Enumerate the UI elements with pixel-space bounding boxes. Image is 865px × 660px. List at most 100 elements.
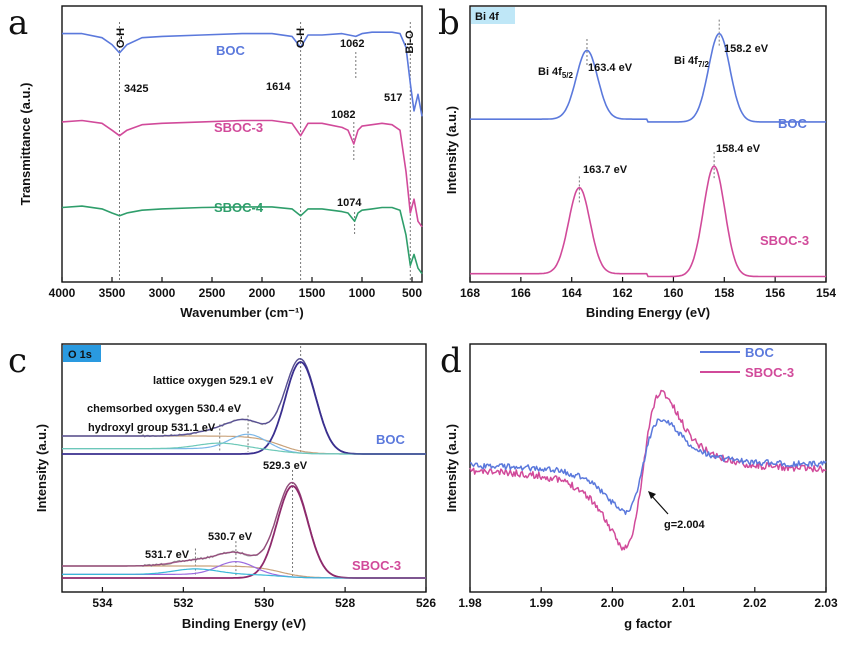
peak-label-1062: 1062	[340, 38, 364, 50]
panel-d-x-ticks: 1.98 1.99 2.00 2.01 2.02 2.03	[458, 587, 838, 610]
panel-d-y-title: Intensity (a.u.)	[444, 424, 459, 512]
panel-a-x-tick-label: 3500	[99, 286, 126, 300]
sboc-529-label: 529.3 eV	[263, 460, 308, 472]
g-factor-arrow	[649, 493, 669, 515]
panel-a-x-tick-label: 4000	[49, 286, 76, 300]
panel-c-envelope-sboc3	[62, 481, 426, 579]
panel-a-band-guides	[119, 22, 411, 282]
panel-b-x-tick-label: 154	[816, 286, 836, 300]
panel-b-badge	[471, 7, 515, 24]
sboc-530-label: 530.7 eV	[208, 531, 253, 543]
boc-peak1-label: 163.4 eV	[588, 62, 633, 74]
panel-c-x-tick-label: 530	[254, 596, 274, 610]
panel-c-frame	[61, 343, 427, 593]
panel-b-peak-guides	[578, 19, 720, 203]
peak-label-1074: 1074	[337, 197, 362, 209]
panel-c-x-title: Binding Energy (eV)	[182, 616, 306, 631]
panel-b-frame	[469, 5, 827, 283]
peak-label-1614: 1614	[266, 81, 291, 93]
bi4f72-main: Bi 4f	[674, 55, 698, 67]
panel-c-x-tick-label: 532	[173, 596, 193, 610]
panel-a-series	[61, 31, 423, 275]
panel-d-line-boc	[469, 418, 827, 516]
chemsorbed-oxygen-label: chemsorbed oxygen 530.4 eV	[87, 403, 242, 415]
panel-a-x-tick-label: 3000	[149, 286, 176, 300]
peak-label-3425: 3425	[124, 83, 148, 95]
series-label-boc-a: BOC	[216, 43, 246, 58]
panel-b-x-tick-label: 156	[765, 286, 785, 300]
sboc-peak2-label: 158.4 eV	[716, 143, 761, 155]
peak-label-517: 517	[384, 92, 402, 104]
panel-d-line-sboc3	[469, 389, 827, 551]
panel-a-x-tick-label: 500	[402, 286, 422, 300]
panel-a-x-tick-label: 1000	[349, 286, 376, 300]
band-label-bio: Bi-O	[404, 30, 416, 54]
panel-b-x-tick-label: 168	[460, 286, 480, 300]
panel-d-x-tick-label: 2.03	[814, 596, 838, 610]
panel-a-x-tick-label: 1500	[299, 286, 326, 300]
panel-b-letter: b	[438, 3, 460, 43]
panel-b-x-tick-label: 166	[511, 286, 531, 300]
panel-d-x-tick-label: 2.00	[601, 596, 625, 610]
peak-label-1082: 1082	[331, 109, 355, 121]
band-label-oh-2: O-H	[295, 28, 307, 48]
panel-d-x-tick-label: 2.01	[672, 596, 696, 610]
panel-c-x-tick-label: 534	[92, 596, 112, 610]
hydroxyl-group-label: hydroxyl group 531.1 eV	[88, 422, 216, 434]
panel-c-badge-text: O 1s	[68, 349, 92, 361]
panel-b-x-ticks: 168 166 164 162 160 158 156 154	[460, 277, 836, 300]
panel-a-line-sboc-4	[61, 205, 423, 275]
bi4f52-label: Bi 4f5/2	[538, 66, 574, 80]
panel-c-letter: c	[8, 341, 27, 381]
panel-b-series	[470, 32, 826, 278]
bi4f52-sub: 5/2	[562, 71, 574, 80]
panel-b-badge-text: Bi 4f	[475, 11, 499, 23]
panel-b-line-sboc-3	[470, 165, 826, 278]
panel-b-x-tick-label: 160	[663, 286, 683, 300]
g-factor-label: g=2.004	[664, 519, 706, 531]
series-label-sboc3-c: SBOC-3	[352, 558, 401, 573]
panel-d-letter: d	[440, 341, 462, 381]
panel-c-envelope-boc	[62, 357, 426, 455]
panel-a: a 4000 3500 3000 2500 2000 1500 1000 500 Wavenu…	[8, 3, 423, 320]
panel-b-x-tick-label: 164	[562, 286, 582, 300]
sboc-531-label: 531.7 eV	[145, 549, 190, 561]
band-label-oh-1: O-H	[115, 28, 127, 48]
panel-d-x-title: g factor	[624, 616, 672, 631]
panel-a-x-ticks: 4000 3500 3000 2500 2000 1500 1000 500	[49, 277, 422, 300]
panel-a-x-tick-label: 2500	[199, 286, 226, 300]
panel-a-x-title: Wavenumber (cm⁻¹)	[180, 305, 303, 320]
panel-d-x-tick-label: 1.98	[458, 596, 482, 610]
panel-d: d 1.98 1.99 2.00 2.01 2.02 2.03 g factor Inte…	[440, 341, 838, 631]
series-label-sboc4-a: SBOC-4	[214, 200, 264, 215]
panel-d-series	[469, 389, 827, 551]
bi4f52-main: Bi 4f	[538, 66, 562, 78]
panel-c-x-tick-label: 528	[335, 596, 355, 610]
panel-b-y-title: Intensity (a.u.)	[444, 106, 459, 194]
panel-b-line-boc	[470, 32, 826, 123]
panel-c-x-tick-label: 526	[416, 596, 436, 610]
legend-boc-label: BOC	[745, 345, 775, 360]
panel-c: c O 1s 534 532 530 528 526 Binding Energy (e…	[8, 341, 436, 631]
series-label-boc-b: BOC	[778, 116, 808, 131]
lattice-oxygen-label: lattice oxygen 529.1 eV	[153, 375, 274, 387]
panel-c-badge	[63, 345, 101, 362]
panel-c-y-title: Intensity (a.u.)	[34, 424, 49, 512]
panel-a-y-title: Transmittance (a.u.)	[18, 83, 33, 206]
panel-d-x-tick-label: 1.99	[530, 596, 554, 610]
panel-a-x-tick-label: 2000	[249, 286, 276, 300]
panel-a-line-sboc-3	[61, 119, 423, 228]
bi4f72-label: Bi 4f7/2	[674, 55, 710, 69]
panel-a-letter: a	[8, 3, 28, 43]
bi4f72-sub: 7/2	[698, 60, 710, 69]
panel-a-line-boc	[62, 31, 423, 117]
series-label-sboc3-b: SBOC-3	[760, 233, 809, 248]
panel-c-component-boc-531.1	[62, 442, 426, 455]
legend-sboc3-label: SBOC-3	[745, 365, 794, 380]
panel-c-peak-guides	[194, 346, 302, 576]
boc-peak2-label: 158.2 eV	[724, 43, 769, 55]
panel-d-x-tick-label: 2.02	[743, 596, 767, 610]
panel-c-series	[62, 357, 426, 579]
panel-b-x-title: Binding Energy (eV)	[586, 305, 710, 320]
panel-b-x-tick-label: 162	[613, 286, 633, 300]
